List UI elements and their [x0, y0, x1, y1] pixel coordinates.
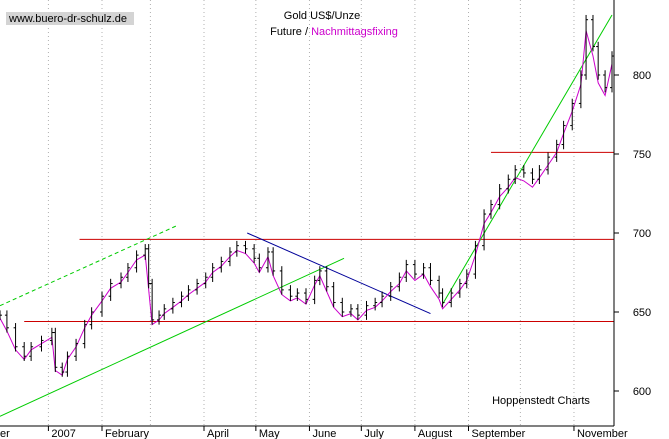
- y-tick-label: 750: [633, 149, 651, 161]
- x-tick-label: September: [472, 428, 526, 439]
- subtitle-fixing-label: Nachmittagsfixing: [311, 26, 398, 38]
- chart-title: Gold US$/Unze: [284, 10, 360, 22]
- x-tick-label: May: [259, 428, 280, 439]
- y-tick-label: 850: [633, 0, 651, 3]
- x-tick-label: August: [418, 428, 452, 439]
- x-tick-label: February: [105, 428, 150, 439]
- trend-lines: [0, 14, 613, 417]
- x-axis-ticks: er 2007 February April May June July August Sept…: [0, 426, 628, 439]
- parallel-trend-line: [0, 224, 179, 307]
- y-tick-label: 700: [633, 228, 651, 240]
- y-tick-label: 650: [633, 307, 651, 319]
- chart-subtitle: Future / Nachmittagsfixing: [270, 26, 398, 38]
- future-series: [0, 14, 614, 377]
- month-gridlines: [47, 0, 575, 426]
- source-label: Hoppenstedt Charts: [492, 395, 590, 407]
- y-tick-label: 600: [633, 386, 651, 398]
- x-tick-label: June: [312, 428, 336, 439]
- y-axis-ticks: 600 650 700 750 800 850: [614, 0, 651, 398]
- y-tick-label: 800: [633, 70, 651, 82]
- x-tick-label: April: [207, 428, 229, 439]
- subtitle-future-label: Future /: [270, 26, 311, 38]
- x-tick-label: er: [0, 428, 10, 439]
- downtrend-trend-line: [247, 232, 431, 315]
- x-tick-label: July: [364, 428, 384, 439]
- watermark-text: www.buero-dr-schulz.de: [8, 13, 127, 25]
- uptrend-trend-line: [0, 257, 345, 417]
- x-tick-label: November: [577, 428, 628, 439]
- uptrend-trend-line: [442, 14, 613, 305]
- watermark-background: [6, 12, 134, 25]
- x-tick-label: 2007: [51, 428, 75, 439]
- horizontal-lines: [24, 151, 614, 322]
